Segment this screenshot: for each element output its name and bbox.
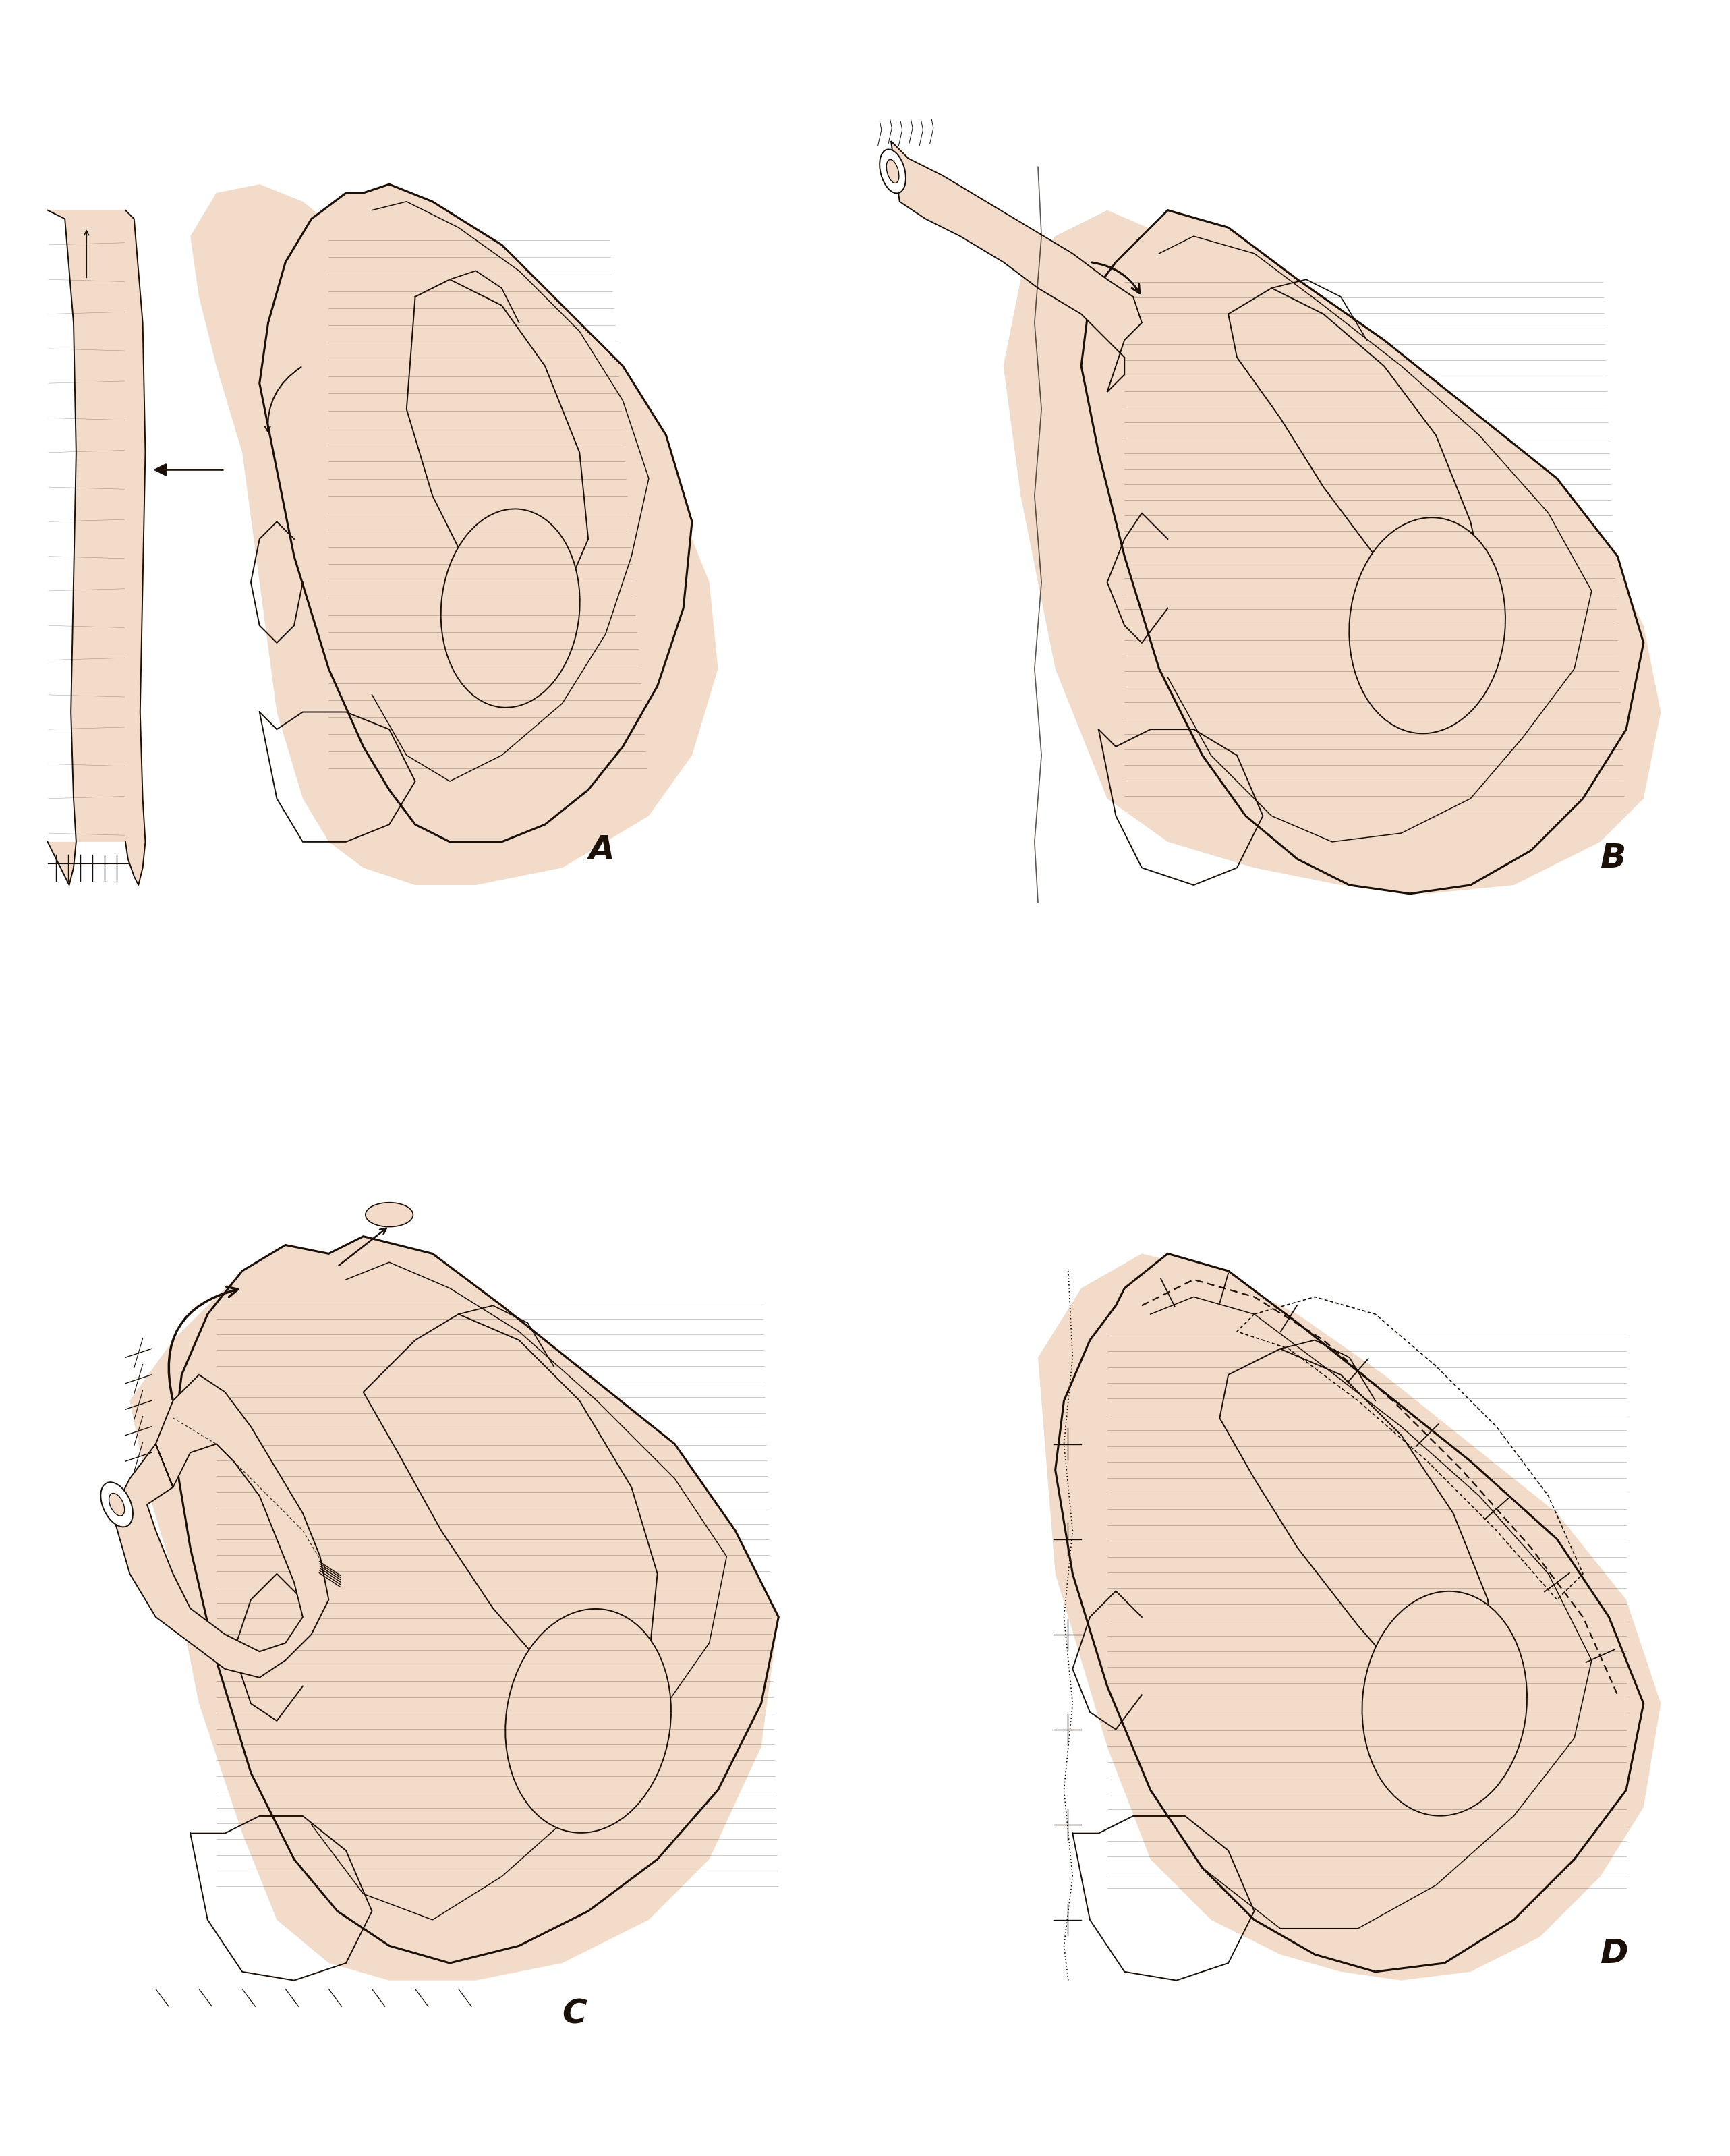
- Text: A: A: [588, 834, 614, 867]
- Ellipse shape: [441, 509, 580, 707]
- Polygon shape: [260, 183, 692, 841]
- Polygon shape: [1081, 211, 1644, 895]
- Ellipse shape: [886, 160, 900, 183]
- Ellipse shape: [1362, 1591, 1528, 1815]
- Polygon shape: [1003, 211, 1661, 895]
- Polygon shape: [130, 1253, 778, 1981]
- Polygon shape: [48, 211, 145, 886]
- Ellipse shape: [109, 1494, 125, 1516]
- Polygon shape: [1038, 1253, 1661, 1981]
- Ellipse shape: [505, 1608, 671, 1833]
- Ellipse shape: [100, 1481, 133, 1526]
- Polygon shape: [190, 183, 718, 886]
- Ellipse shape: [365, 1203, 413, 1227]
- Ellipse shape: [879, 149, 907, 194]
- Polygon shape: [1055, 1253, 1644, 1973]
- Text: B: B: [1600, 843, 1626, 875]
- Polygon shape: [891, 140, 1142, 392]
- Text: D: D: [1600, 1938, 1628, 1971]
- Text: C: C: [562, 1999, 586, 2031]
- Ellipse shape: [1349, 517, 1505, 733]
- Polygon shape: [112, 1376, 329, 1677]
- Polygon shape: [173, 1235, 778, 1964]
